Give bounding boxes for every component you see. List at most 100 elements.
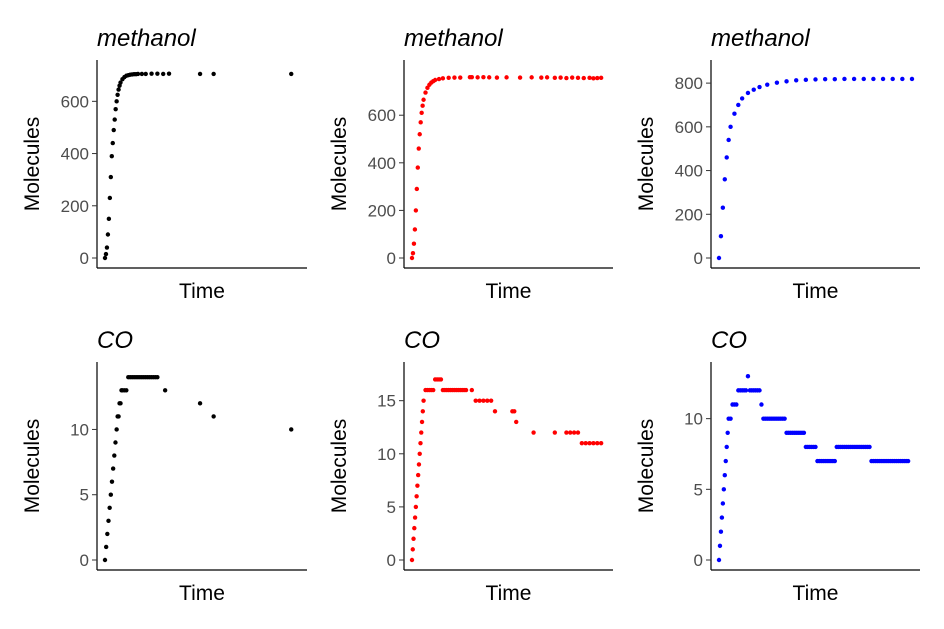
- panel-4: CO 0 5 10 Time Molecules: [21, 327, 307, 605]
- panel-3: methanol 0 200 400 600 800 Time Molecules: [635, 25, 920, 303]
- data-point: [803, 77, 809, 83]
- data-point: [409, 557, 415, 563]
- y-axis-title: Molecules: [21, 419, 44, 514]
- data-point: [832, 458, 837, 464]
- data-point: [575, 430, 581, 435]
- panel-title: CO: [404, 327, 440, 354]
- y-tick-label: 600: [675, 118, 703, 137]
- data-point: [745, 90, 751, 96]
- data-point: [595, 440, 600, 446]
- data-point: [591, 440, 596, 446]
- data-point: [419, 110, 424, 116]
- y-tick-label: 400: [61, 145, 89, 164]
- y-axis-title: Molecules: [21, 117, 44, 212]
- data-point: [105, 232, 111, 237]
- data-point: [414, 186, 420, 192]
- data-point: [113, 440, 118, 445]
- data-point: [108, 492, 114, 497]
- y-tick-label: 0: [387, 551, 396, 570]
- data-point: [575, 75, 581, 81]
- data-point: [728, 124, 733, 130]
- x-axis-title: Time: [179, 280, 225, 303]
- data-point: [504, 75, 509, 80]
- data-point: [759, 402, 764, 407]
- data-point: [452, 75, 457, 80]
- data-point: [571, 430, 577, 435]
- data-point: [880, 76, 886, 82]
- data-point: [722, 177, 727, 182]
- data-point: [716, 557, 722, 563]
- y-tick-label: 800: [675, 74, 703, 93]
- y-tick-label: 400: [368, 154, 396, 173]
- data-point: [587, 75, 592, 81]
- data-point: [436, 76, 442, 82]
- data-point: [416, 146, 421, 151]
- data-point: [155, 375, 160, 380]
- data-point: [732, 111, 737, 116]
- data-point: [736, 102, 741, 108]
- data-point: [446, 75, 451, 81]
- data-point: [745, 374, 751, 379]
- panel-title: CO: [97, 327, 133, 354]
- data-point: [110, 140, 115, 146]
- data-point: [109, 153, 114, 159]
- data-point: [114, 99, 119, 104]
- data-point: [485, 398, 490, 403]
- data-point: [197, 71, 203, 77]
- data-point: [721, 487, 727, 492]
- data-point: [851, 76, 857, 82]
- data-point: [417, 451, 422, 456]
- data-point: [569, 75, 575, 80]
- x-axis-title: Time: [179, 582, 225, 605]
- x-axis-title: Time: [793, 582, 839, 605]
- data-point: [162, 388, 168, 393]
- y-tick-label: 0: [80, 249, 89, 268]
- data-point: [492, 409, 498, 414]
- x-axis-title: Time: [793, 280, 839, 303]
- y-tick-label: 0: [694, 551, 703, 570]
- data-point: [413, 208, 419, 213]
- data-point: [106, 216, 112, 222]
- data-point: [481, 74, 486, 80]
- data-point: [725, 430, 730, 435]
- data-point: [419, 430, 424, 435]
- y-axis-title: Molecules: [635, 117, 658, 212]
- data-point: [475, 75, 480, 80]
- data-point: [724, 444, 729, 450]
- data-point: [118, 80, 123, 85]
- data-point: [583, 440, 588, 446]
- data-point: [595, 75, 600, 81]
- data-point: [477, 398, 482, 403]
- data-point: [861, 76, 866, 82]
- data-point: [813, 77, 818, 82]
- data-point: [418, 440, 423, 446]
- y-tick-label: 200: [368, 201, 396, 220]
- data-point: [867, 444, 872, 450]
- data-point: [139, 71, 145, 77]
- data-point: [113, 106, 118, 112]
- data-point: [109, 479, 115, 484]
- y-tick-label: 0: [694, 249, 703, 268]
- y-tick-label: 10: [377, 445, 396, 464]
- data-point: [716, 255, 722, 261]
- data-point: [473, 398, 478, 403]
- data-point: [107, 195, 113, 201]
- data-point: [105, 531, 110, 537]
- data-point: [488, 398, 494, 403]
- data-point: [118, 401, 123, 406]
- data-point: [411, 241, 417, 246]
- data-point: [719, 515, 725, 520]
- data-point: [102, 557, 108, 563]
- y-tick-label: 15: [377, 392, 396, 411]
- data-point: [410, 251, 416, 256]
- data-point: [722, 472, 727, 478]
- data-point: [458, 75, 463, 80]
- y-tick-label: 5: [80, 486, 89, 505]
- panel-2: methanol 0 200 400 600 Time Molecules: [328, 25, 613, 303]
- data-point: [110, 466, 116, 471]
- y-tick-label: 0: [387, 249, 396, 268]
- y-tick-label: 10: [70, 420, 89, 439]
- data-point: [103, 251, 109, 257]
- panel-title: CO: [711, 327, 747, 354]
- data-point: [724, 155, 729, 160]
